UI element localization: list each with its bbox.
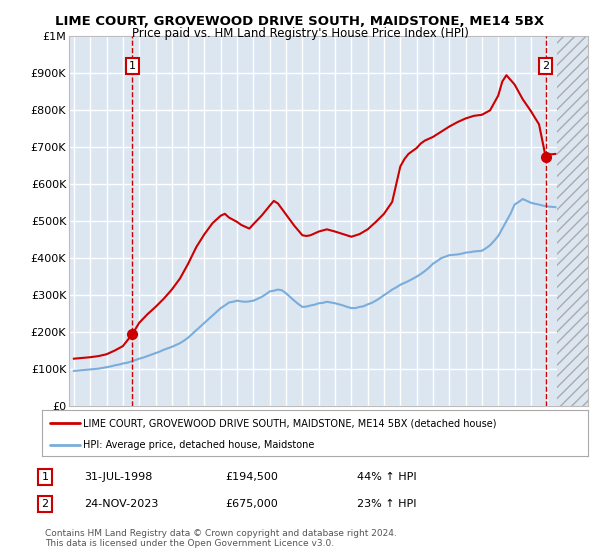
Text: 1: 1 <box>41 472 49 482</box>
Text: LIME COURT, GROVEWOOD DRIVE SOUTH, MAIDSTONE, ME14 5BX (detached house): LIME COURT, GROVEWOOD DRIVE SOUTH, MAIDS… <box>83 418 496 428</box>
Text: £194,500: £194,500 <box>225 472 278 482</box>
Text: 44% ↑ HPI: 44% ↑ HPI <box>357 472 416 482</box>
Bar <box>557 36 588 406</box>
Text: HPI: Average price, detached house, Maidstone: HPI: Average price, detached house, Maid… <box>83 440 314 450</box>
Text: 2: 2 <box>41 499 49 509</box>
Text: LIME COURT, GROVEWOOD DRIVE SOUTH, MAIDSTONE, ME14 5BX: LIME COURT, GROVEWOOD DRIVE SOUTH, MAIDS… <box>55 15 545 27</box>
Text: 2: 2 <box>542 61 549 71</box>
Text: 1: 1 <box>129 61 136 71</box>
Text: 23% ↑ HPI: 23% ↑ HPI <box>357 499 416 509</box>
Text: Price paid vs. HM Land Registry's House Price Index (HPI): Price paid vs. HM Land Registry's House … <box>131 27 469 40</box>
Text: 31-JUL-1998: 31-JUL-1998 <box>84 472 152 482</box>
Text: £675,000: £675,000 <box>225 499 278 509</box>
Text: 24-NOV-2023: 24-NOV-2023 <box>84 499 158 509</box>
Text: Contains HM Land Registry data © Crown copyright and database right 2024.
This d: Contains HM Land Registry data © Crown c… <box>45 529 397 548</box>
